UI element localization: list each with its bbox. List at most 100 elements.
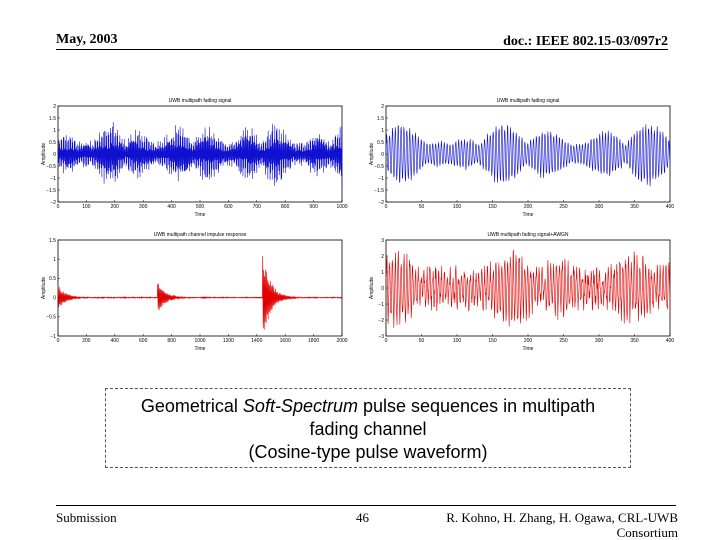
caption-text-pre: Geometrical: [140, 396, 243, 416]
y-tick-label: −1: [50, 176, 56, 182]
x-tick-label: 400: [666, 204, 675, 210]
header-rule: [56, 49, 668, 50]
x-tick-label: 1000: [194, 338, 205, 344]
footer-submission: Submission: [56, 510, 117, 525]
series-line: [57, 122, 343, 188]
page-number: 46: [356, 510, 369, 525]
x-tick-label: 200: [82, 338, 91, 344]
x-tick-label: 900: [309, 204, 318, 210]
x-tick-label: 400: [666, 338, 675, 344]
x-tick-label: 100: [453, 204, 462, 210]
x-tick-label: 400: [111, 338, 120, 344]
y-axis-label: Amplitude: [369, 143, 375, 165]
x-tick-label: 800: [167, 338, 176, 344]
y-tick-label: −1: [50, 334, 56, 340]
x-tick-label: 150: [488, 204, 497, 210]
y-tick-label: 1.5: [49, 116, 56, 122]
y-tick-label: 1: [53, 257, 56, 263]
x-tick-label: 300: [139, 204, 148, 210]
y-axis-label: Amplitude: [41, 277, 47, 299]
y-tick-label: 2: [381, 104, 384, 110]
x-tick-label: 200: [524, 338, 533, 344]
series-line: [57, 255, 343, 330]
caption-line-3: (Cosine-type pulse waveform): [248, 442, 488, 462]
caption-line-2: fading channel: [309, 419, 427, 439]
x-tick-label: 700: [253, 204, 262, 210]
plot-area: [57, 239, 343, 337]
y-tick-label: 1: [381, 270, 384, 276]
chart-title: UWB multipath fading signal+AWGN: [487, 232, 568, 238]
x-tick-label: 0: [57, 338, 60, 344]
x-tick-label: 600: [139, 338, 148, 344]
header-doc-number: doc.: IEEE 802.15-03/097r2: [503, 34, 668, 49]
x-tick-label: 600: [224, 204, 233, 210]
x-tick-label: 300: [595, 204, 604, 210]
caption-text-italic: Soft-Spectrum: [242, 396, 358, 416]
caption-line-1: Geometrical Soft-Spectrum pulse sequence…: [106, 395, 630, 418]
caption-text-post: pulse sequences in multipath: [357, 396, 596, 416]
y-tick-label: −1.5: [374, 188, 384, 194]
y-tick-label: 0.5: [377, 140, 384, 146]
x-tick-label: 150: [488, 338, 497, 344]
x-tick-label: 200: [111, 204, 120, 210]
y-axis-label: Amplitude: [41, 143, 47, 165]
footer-authors-line-2: Consortium: [616, 525, 678, 540]
series-line: [385, 249, 671, 328]
footer-rule: [56, 505, 676, 506]
x-tick-label: 500: [196, 204, 205, 210]
x-axis-label: Time: [523, 212, 534, 218]
x-tick-label: 250: [559, 204, 568, 210]
series-line: [385, 124, 671, 187]
y-tick-label: 1: [381, 128, 384, 134]
footer-authors-line-1: R. Kohno, H. Zhang, H. Ogawa, CRL-UWB: [446, 510, 678, 525]
x-tick-label: 1400: [251, 338, 262, 344]
chart-fading-signal-awgn: UWB multipath fading signal+AWGN 0 50 100 15…: [369, 232, 675, 352]
x-tick-label: 1800: [308, 338, 319, 344]
chart-title: UWB multipath channel impulse response: [154, 232, 247, 238]
y-tick-label: −2: [378, 200, 384, 206]
y-tick-label: −2: [378, 318, 384, 324]
y-tick-label: −1: [378, 176, 384, 182]
x-tick-label: 300: [595, 338, 604, 344]
y-tick-label: 1.5: [377, 116, 384, 122]
y-tick-label: 0: [53, 295, 56, 301]
chart-title: UWB multipath fading signal: [497, 98, 560, 104]
x-axis-label: Time: [523, 346, 534, 352]
y-tick-label: 2: [53, 104, 56, 110]
y-tick-label: −1.5: [46, 188, 56, 194]
chart-title: UWB multipath fading signal: [169, 98, 232, 104]
plot-area: [385, 239, 671, 337]
y-tick-label: −1: [378, 302, 384, 308]
y-tick-label: −2: [50, 200, 56, 206]
y-tick-label: 0: [381, 286, 384, 292]
y-tick-label: 0: [381, 152, 384, 158]
x-tick-label: 1000: [336, 204, 347, 210]
header-date: May, 2003: [56, 32, 118, 47]
y-axis-label: Amplitude: [369, 277, 375, 299]
x-tick-label: 0: [385, 338, 388, 344]
y-tick-label: 2: [381, 254, 384, 260]
x-tick-label: 1600: [280, 338, 291, 344]
y-tick-label: −0.5: [46, 164, 56, 170]
x-axis-label: Time: [195, 346, 206, 352]
x-tick-label: 350: [630, 338, 639, 344]
x-tick-label: 0: [385, 204, 388, 210]
y-tick-label: 0.5: [49, 140, 56, 146]
x-tick-label: 100: [82, 204, 91, 210]
x-axis-label: Time: [195, 212, 206, 218]
x-tick-label: 200: [524, 204, 533, 210]
x-tick-label: 800: [281, 204, 290, 210]
y-tick-label: 3: [381, 238, 384, 244]
y-tick-label: −0.5: [46, 315, 56, 321]
x-tick-label: 400: [167, 204, 176, 210]
y-tick-label: 0: [53, 152, 56, 158]
chart-channel-impulse-response: UWB multipath channel impulse response 0 2…: [41, 232, 348, 352]
x-tick-label: 2000: [336, 338, 347, 344]
x-tick-label: 50: [419, 338, 425, 344]
figure-caption: Geometrical Soft-Spectrum pulse sequence…: [105, 388, 631, 468]
y-tick-label: 0.5: [49, 276, 56, 282]
x-tick-label: 50: [419, 204, 425, 210]
y-tick-label: 1.5: [49, 238, 56, 244]
y-tick-label: −0.5: [374, 164, 384, 170]
plot-area: [385, 105, 671, 203]
